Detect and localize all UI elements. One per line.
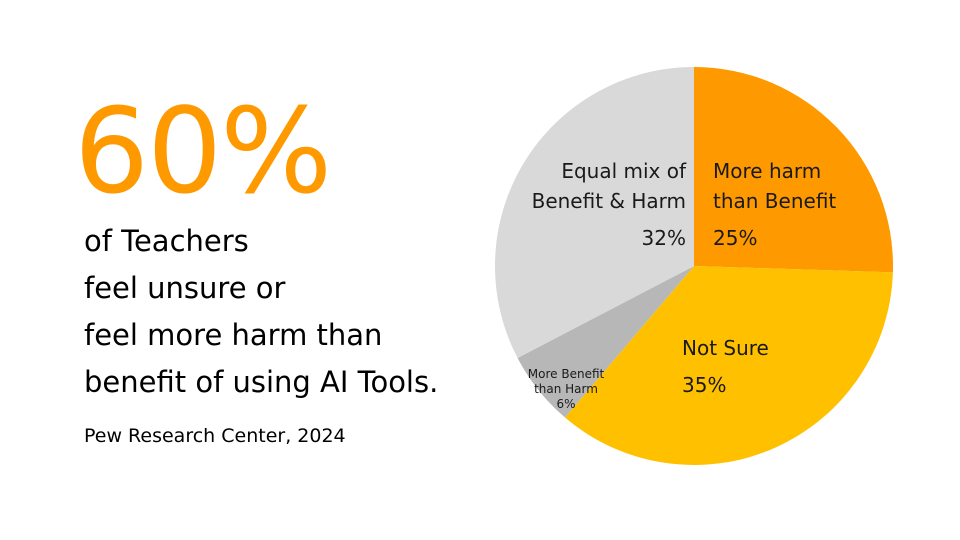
pie-slice [694,67,893,273]
pie-slice [517,266,694,418]
slice-label: Equal mix of Benefit & Harm 32% [532,159,687,250]
headline-line: feel more harm than [84,318,383,352]
headline-line: feel unsure or [84,271,286,305]
slice-value-label: 6% [556,397,575,411]
slice-label-text: More Benefit [528,367,605,381]
slice-label: Not Sure 35% [682,336,769,397]
slice-label-text: More harm [713,159,821,183]
slice-label-text: than Benefit [713,189,836,213]
headline-stat: 60% [74,82,332,220]
slice-value-label: 32% [642,226,686,250]
headline-text: of Teachers feel unsure or feel more har… [84,218,438,406]
pie-slice [494,67,694,359]
pie-slice [565,266,893,465]
slice-label-text: Benefit & Harm [532,189,686,213]
source-citation: Pew Research Center, 2024 [84,425,346,447]
slice-label-text: Equal mix of [561,159,687,183]
slice-label: More harm than Benefit 25% [713,159,836,250]
slice-value-label: 25% [713,226,757,250]
slice-label-text: than Harm [534,382,598,396]
slice-label-text: Not Sure [682,336,769,360]
slice-value-label: 35% [682,373,726,397]
headline-line: benefit of using AI Tools. [84,365,439,399]
headline-line: of Teachers [84,224,249,258]
